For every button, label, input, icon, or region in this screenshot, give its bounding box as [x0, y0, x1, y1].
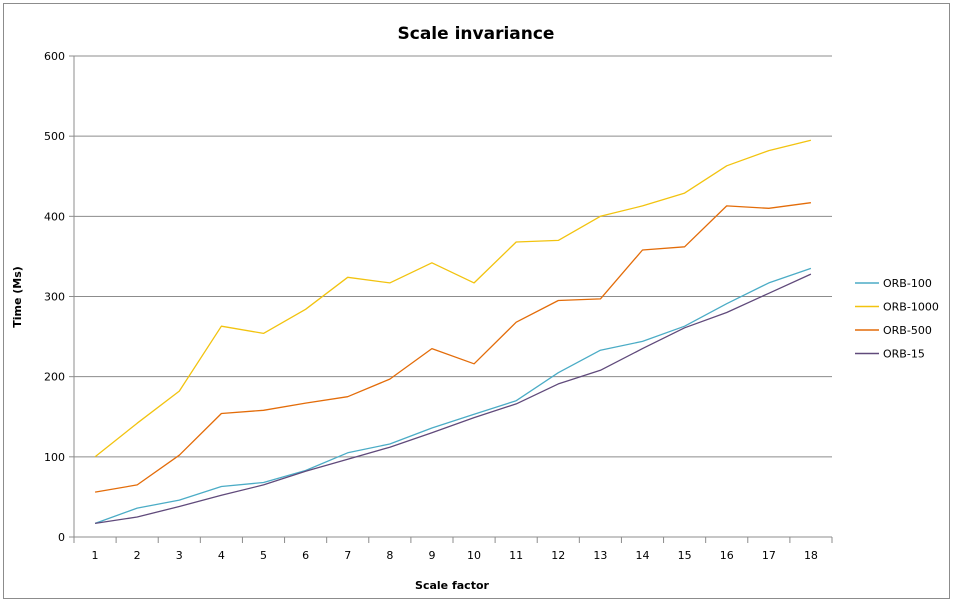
chart-frame: [3, 3, 950, 599]
x-tick-label: 16: [720, 549, 734, 562]
y-tick-label: 100: [44, 451, 65, 464]
series-lines: [94, 139, 812, 525]
y-axis-title: Time (Ms): [11, 266, 24, 328]
x-tick-label: 7: [344, 549, 351, 562]
x-tick-label: 11: [509, 549, 523, 562]
x-tick-label: 8: [386, 549, 393, 562]
legend-label: ORB-15: [883, 348, 925, 361]
y-tick-label: 600: [44, 50, 65, 63]
x-tick-label: 5: [260, 549, 267, 562]
x-tick-label: 18: [804, 549, 818, 562]
x-tick-label: 15: [678, 549, 692, 562]
y-tick-label: 500: [44, 130, 65, 143]
series-line-orb-100: [94, 267, 812, 525]
x-tick-label: 6: [302, 549, 309, 562]
series-line-orb-500: [94, 202, 811, 493]
x-tick-label: 17: [762, 549, 776, 562]
x-tick-label: 13: [593, 549, 607, 562]
x-tick-label: 10: [467, 549, 481, 562]
x-tick-label: 2: [134, 549, 141, 562]
x-axis-title: Scale factor: [415, 579, 489, 592]
x-tick-label: 14: [636, 549, 650, 562]
legend-label: ORB-500: [883, 324, 932, 337]
series-line-orb-1000: [94, 139, 812, 458]
x-tick-label: 4: [218, 549, 225, 562]
y-tick-label: 0: [58, 531, 65, 544]
x-tick-label: 3: [176, 549, 183, 562]
x-tick-label: 12: [551, 549, 565, 562]
y-tick-label: 300: [44, 291, 65, 304]
y-tick-label: 200: [44, 371, 65, 384]
x-tick-label: 1: [92, 549, 99, 562]
legend-label: ORB-100: [883, 277, 932, 290]
y-tick-label: 400: [44, 210, 65, 223]
series-line-orb-15: [95, 273, 812, 525]
chart-title: Scale invariance: [398, 24, 555, 44]
gridlines: [74, 55, 832, 458]
legend: ORB-100 ORB-1000 ORB-500 ORB-15: [855, 277, 939, 361]
x-tick-label: 9: [428, 549, 435, 562]
legend-label: ORB-1000: [883, 301, 939, 314]
